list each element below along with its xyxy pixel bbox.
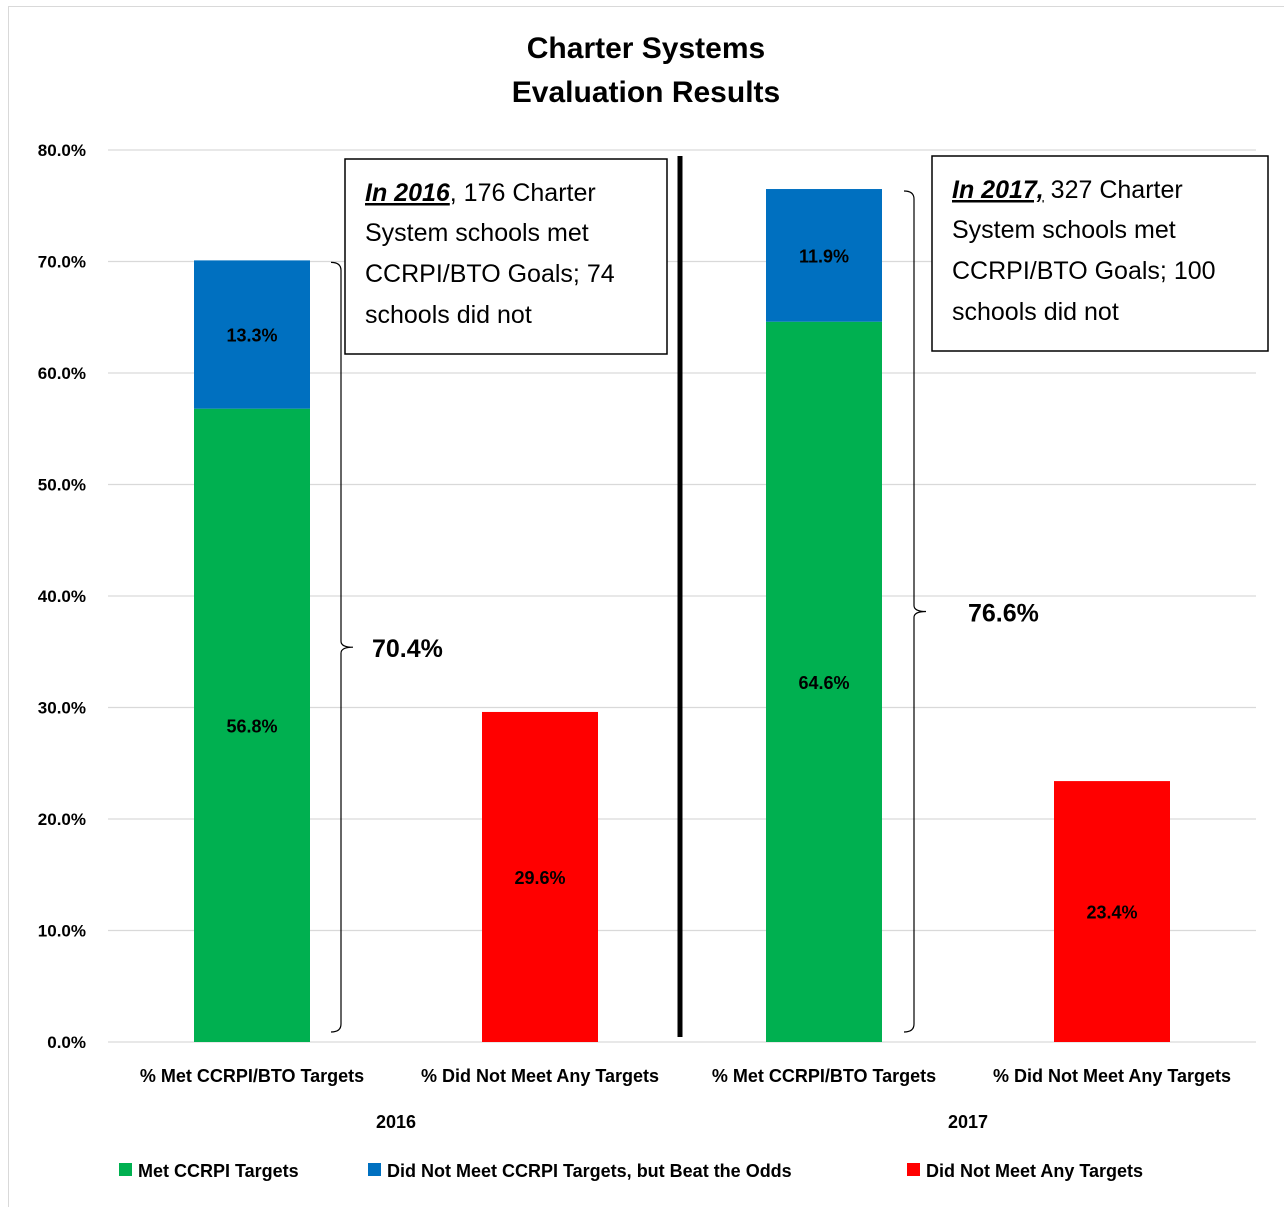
data-label: 23.4% — [1086, 903, 1137, 923]
x-group-label: 2016 — [376, 1112, 416, 1132]
legend-swatch — [119, 1163, 132, 1176]
y-tick-label: 20.0% — [38, 810, 86, 829]
x-category-label: % Met CCRPI/BTO Targets — [712, 1066, 936, 1086]
annotation-text-line: schools did not — [952, 298, 1119, 326]
x-category-label: % Did Not Meet Any Targets — [993, 1066, 1231, 1086]
y-tick-label: 80.0% — [38, 141, 86, 160]
annotation-text-line: schools did not — [365, 301, 532, 329]
chart-title-line: Evaluation Results — [512, 76, 780, 109]
x-category-label: % Did Not Meet Any Targets — [421, 1066, 659, 1086]
y-tick-label: 60.0% — [38, 364, 86, 383]
legend-label: Did Not Meet Any Targets — [926, 1161, 1143, 1181]
annotation-text-line: In 2017, 327 Charter — [952, 176, 1183, 204]
total-brace — [331, 262, 353, 1032]
annotation-emphasis: In 2017, — [952, 176, 1044, 204]
x-category-label: % Met CCRPI/BTO Targets — [140, 1066, 364, 1086]
y-tick-label: 30.0% — [38, 699, 86, 718]
annotation-emphasis: In 2016 — [365, 179, 451, 207]
annotation-text-line: System schools met — [952, 216, 1176, 244]
y-tick-label: 70.0% — [38, 253, 86, 272]
annotation-text-line: System schools met — [365, 219, 589, 247]
y-tick-label: 0.0% — [47, 1033, 86, 1052]
legend-swatch — [907, 1163, 920, 1176]
annotation-text-line: CCRPI/BTO Goals; 74 — [365, 260, 615, 288]
chart-title-line: Charter Systems — [527, 32, 765, 65]
y-tick-label: 50.0% — [38, 476, 86, 495]
y-tick-label: 10.0% — [38, 922, 86, 941]
annotation-text-line: CCRPI/BTO Goals; 100 — [952, 257, 1216, 285]
legend-label: Did Not Meet CCRPI Targets, but Beat the… — [387, 1161, 792, 1181]
brace-total-label: 70.4% — [372, 635, 443, 663]
data-label: 11.9% — [799, 246, 849, 266]
y-tick-label: 40.0% — [38, 587, 86, 606]
legend-label: Met CCRPI Targets — [138, 1161, 299, 1181]
annotation-rest: 327 Charter — [1044, 176, 1183, 204]
annotation-rest: , 176 Charter — [450, 179, 596, 207]
data-label: 64.6% — [798, 673, 849, 693]
x-group-label: 2017 — [948, 1112, 988, 1132]
total-brace — [904, 191, 926, 1032]
data-label: 13.3% — [226, 326, 277, 346]
annotation-text-line: In 2016, 176 Charter — [365, 179, 596, 207]
legend-swatch — [368, 1163, 381, 1176]
data-label: 29.6% — [514, 868, 565, 888]
data-label: 56.8% — [226, 716, 277, 736]
brace-total-label: 76.6% — [968, 600, 1039, 628]
